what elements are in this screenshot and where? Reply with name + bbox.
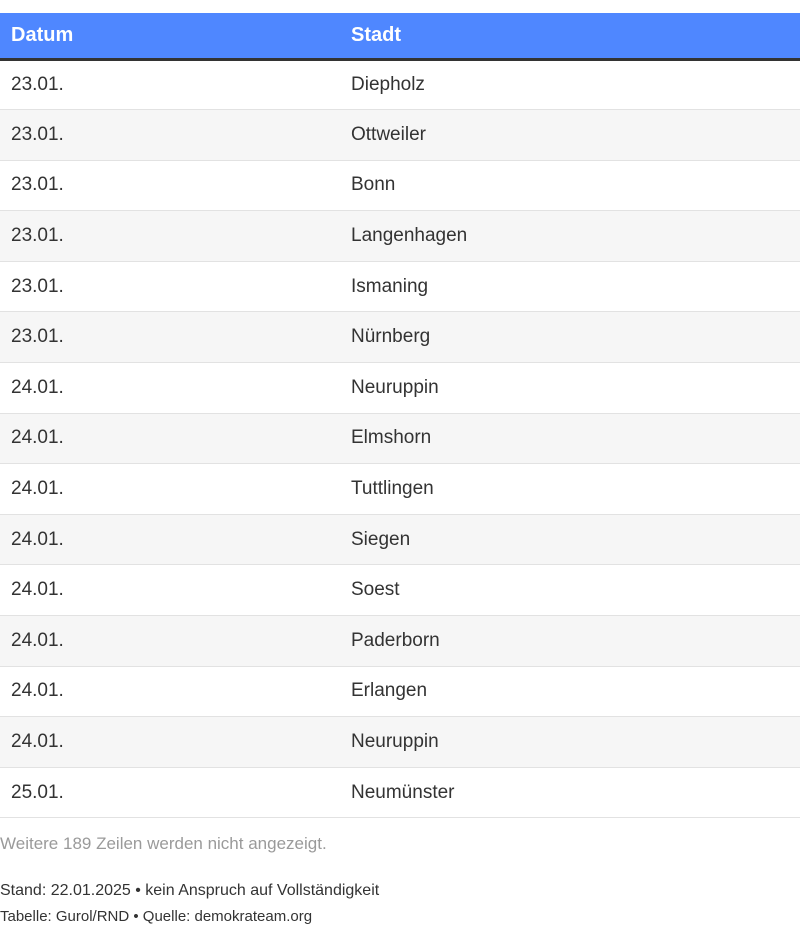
cell-datum: 24.01. [0,716,340,768]
cell-datum: 24.01. [0,514,340,566]
table-row: 24.01. Elmshorn [0,413,800,465]
cell-stadt: Neumünster [340,767,800,819]
cell-datum: 23.01. [0,160,340,212]
footer-note: Stand: 22.01.2025 • kein Anspruch auf Vo… [0,882,380,899]
cell-datum: 24.01. [0,564,340,617]
cell-stadt: Langenhagen [340,210,800,262]
cell-stadt: Bonn [340,160,800,212]
column-header-datum[interactable]: Datum [0,13,340,61]
cell-stadt: Ottweiler [340,109,800,161]
cell-datum: 24.01. [0,463,340,515]
cell-datum: 24.01. [0,666,340,718]
table-row: 23.01. Ottweiler [0,109,800,161]
table-row: 23.01. Bonn [0,160,800,212]
cell-stadt: Ismaning [340,261,800,313]
cell-stadt: Diepholz [340,59,800,111]
cell-datum: 23.01. [0,109,340,161]
table-row: 24.01. Tuttlingen [0,463,800,515]
more-rows-note: Weitere 189 Zeilen werden nicht angezeig… [0,834,327,853]
table-row: 23.01. Diepholz [0,59,800,111]
table-row: 24.01. Soest [0,564,800,617]
cell-datum: 23.01. [0,311,340,364]
table-row: 24.01. Siegen [0,514,800,566]
table-row: 23.01. Nürnberg [0,311,800,364]
cell-stadt: Soest [340,564,800,617]
table-body: 23.01. Diepholz 23.01. Ottweiler 23.01. Bonn 2… [0,59,800,819]
cell-datum: 24.01. [0,413,340,465]
cell-stadt: Nürnberg [340,311,800,364]
table-row: 24.01. Paderborn [0,615,800,667]
cell-stadt: Elmshorn [340,413,800,465]
table-row: 24.01. Erlangen [0,666,800,718]
cell-stadt: Paderborn [340,615,800,667]
cell-stadt: Tuttlingen [340,463,800,515]
cell-datum: 23.01. [0,210,340,262]
table-row: 24.01. Neuruppin [0,362,800,414]
data-table: Datum Stadt 23.01. Diepholz 23.01. Ottweile… [0,13,800,819]
table-row: 24.01. Neuruppin [0,716,800,768]
cell-stadt: Neuruppin [340,362,800,414]
cell-datum: 25.01. [0,767,340,819]
cell-datum: 23.01. [0,59,340,111]
table-row: 23.01. Ismaning [0,261,800,313]
cell-datum: 23.01. [0,261,340,313]
table-header-row: Datum Stadt [0,13,800,61]
column-header-stadt[interactable]: Stadt [340,13,800,61]
cell-stadt: Siegen [340,514,800,566]
data-table-container: Datum Stadt 23.01. Diepholz 23.01. Ottweile… [0,13,800,819]
cell-datum: 24.01. [0,362,340,414]
table-row: 25.01. Neumünster [0,767,800,819]
cell-datum: 24.01. [0,615,340,667]
table-row: 23.01. Langenhagen [0,210,800,262]
cell-stadt: Erlangen [340,666,800,718]
cell-stadt: Neuruppin [340,716,800,768]
footer-credits: Tabelle: Gurol/RND • Quelle: demokrateam… [0,908,313,925]
